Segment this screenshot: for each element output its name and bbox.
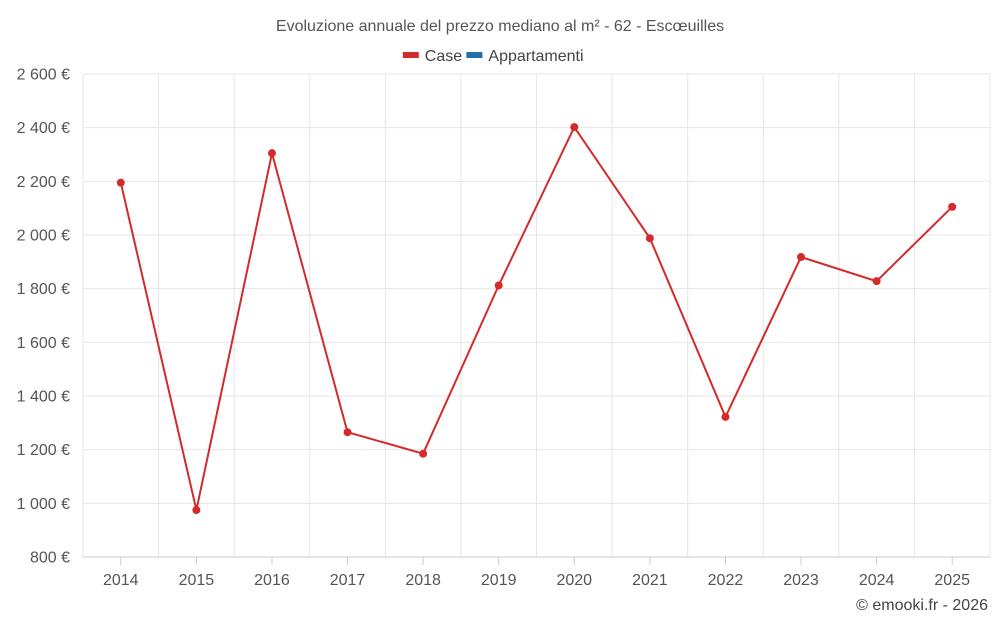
legend-label: Case: [425, 48, 462, 65]
legend: Case Appartamenti: [402, 48, 584, 65]
y-tick-label: 1 800 €: [17, 281, 70, 298]
x-tick-label: 2018: [405, 572, 441, 589]
y-tick-label: 2 600 €: [17, 67, 70, 84]
legend-label: Appartamenti: [488, 48, 583, 65]
x-tick-label: 2019: [481, 572, 517, 589]
legend-swatch: [466, 52, 483, 58]
credit-text: © emooki.fr - 2026: [856, 597, 988, 614]
legend-item-appartamenti[interactable]: Appartamenti: [466, 48, 584, 65]
x-tick-label: 2016: [254, 572, 290, 589]
x-tick-label: 2020: [556, 572, 592, 589]
y-axis: 800 € 1 000 € 1 200 € 1 400 € 1 600 € 1 800 €…: [17, 67, 70, 567]
data-point[interactable]: [948, 202, 957, 211]
data-point[interactable]: [570, 123, 579, 132]
x-tick-label: 2015: [179, 572, 215, 589]
y-tick-label: 2 000 €: [17, 228, 70, 245]
data-point[interactable]: [721, 412, 730, 421]
y-tick-label: 1 000 €: [17, 496, 70, 513]
y-tick-label: 1 400 €: [17, 389, 70, 406]
data-point[interactable]: [872, 277, 881, 286]
data-point[interactable]: [267, 149, 276, 158]
chart-title: Evoluzione annuale del prezzo mediano al…: [276, 18, 724, 35]
y-tick-label: 2 200 €: [17, 174, 70, 191]
grid-lines: [82, 73, 991, 557]
y-tick-label: 1 600 €: [17, 335, 70, 352]
data-point[interactable]: [419, 449, 428, 458]
x-tick-label: 2021: [632, 572, 668, 589]
data-point[interactable]: [343, 428, 352, 437]
x-axis: 2014 2015 2016 2017 2018 2019 2020 2021 2022 2023…: [83, 556, 990, 589]
y-tick-label: 800 €: [30, 550, 70, 567]
y-tick-label: 2 400 €: [17, 120, 70, 137]
y-tick-label: 1 200 €: [17, 442, 70, 459]
data-point[interactable]: [797, 253, 806, 262]
x-tick-label: 2017: [330, 572, 366, 589]
data-point[interactable]: [116, 178, 125, 187]
x-tick-label: 2023: [783, 572, 819, 589]
x-tick-label: 2024: [859, 572, 895, 589]
x-tick-label: 2025: [934, 572, 970, 589]
legend-item-case[interactable]: Case: [402, 48, 462, 65]
data-point[interactable]: [645, 234, 654, 243]
legend-swatch: [402, 52, 419, 58]
series-layer: [116, 123, 957, 515]
data-point[interactable]: [494, 281, 503, 290]
data-point[interactable]: [192, 506, 201, 515]
x-tick-label: 2014: [103, 572, 139, 589]
x-tick-label: 2022: [708, 572, 744, 589]
series-line-case: [119, 125, 953, 511]
